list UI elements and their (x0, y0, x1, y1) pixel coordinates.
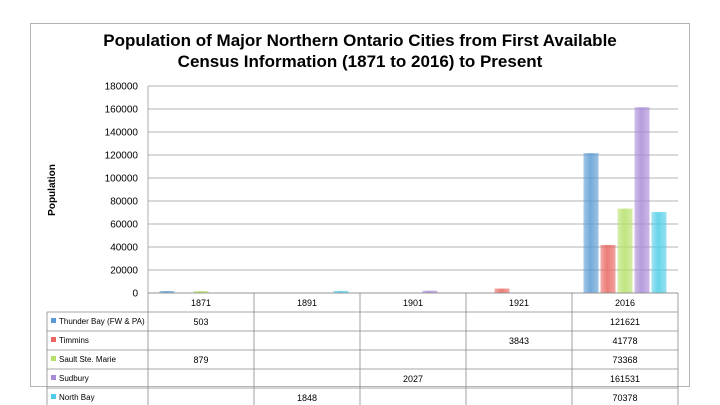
chart-title: Population of Major Northern Ontario Cit… (30, 30, 690, 72)
y-tick-label: 100000 (105, 174, 139, 185)
y-tick-label: 80000 (110, 197, 138, 208)
x-category-label: 1891 (297, 298, 317, 308)
legend-key (51, 394, 56, 399)
legend-entry: Thunder Bay (FW & PA) (59, 317, 145, 326)
y-tick-label: 20000 (110, 266, 138, 277)
y-tick-label: 40000 (110, 243, 138, 254)
legend-entry: Sudbury (59, 374, 89, 383)
y-tick-label: 140000 (105, 128, 139, 139)
bar-north-bay-1891 (333, 290, 349, 293)
x-category-label: 2016 (615, 298, 635, 308)
data-table-cell: 503 (193, 317, 208, 327)
legend-key (51, 318, 56, 323)
bar-timmins-2016 (600, 244, 616, 293)
x-category-label: 1901 (403, 298, 423, 308)
data-table-cell: 70378 (612, 393, 637, 403)
legend-key (51, 356, 56, 361)
bar-thunder-bay-fw-pa--2016 (583, 153, 599, 293)
data-table-cell: 121621 (610, 317, 640, 327)
bar-sault-ste-marie-1871 (193, 291, 209, 293)
x-category-label: 1871 (191, 298, 211, 308)
y-axis: 0 20000 40000 60000 80000 100000 120000 140000 1… (105, 82, 149, 300)
data-table-cell: 41778 (612, 336, 637, 346)
y-tick-label: 120000 (105, 151, 139, 162)
bar-timmins-1921 (494, 288, 510, 293)
legend-key (51, 337, 56, 342)
bar-sudbury-1901 (422, 290, 438, 293)
x-category-label: 1921 (509, 298, 529, 308)
y-tick-label: 180000 (105, 82, 139, 93)
data-table-cell: 2027 (403, 374, 423, 384)
y-tick-label: 0 (132, 289, 138, 300)
chart-title-line-2: Census Information (1871 to 2016) to Pre… (177, 52, 543, 71)
y-tick-label: 60000 (110, 220, 138, 231)
data-table-cell: 3843 (509, 336, 529, 346)
bars (159, 107, 667, 293)
y-axis-label: Population (47, 164, 58, 216)
legend-entry: North Bay (59, 393, 95, 402)
bar-thunder-bay-fw-pa--1871 (159, 291, 175, 293)
data-table-cell: 73368 (612, 355, 637, 365)
bar-north-bay-2016 (651, 212, 667, 293)
legend-entry: Sault Ste. Marie (59, 355, 116, 364)
legend-entry: Timmins (59, 336, 89, 345)
data-table-cell: 879 (193, 355, 208, 365)
bar-sault-ste-marie-2016 (617, 208, 633, 293)
data-table-cell: 161531 (610, 374, 640, 384)
chart-title-line-1: Population of Major Northern Ontario Cit… (103, 31, 617, 50)
legend-key (51, 375, 56, 380)
data-table-cell: 1848 (297, 393, 317, 403)
y-tick-label: 160000 (105, 105, 139, 116)
bar-sudbury-2016 (634, 107, 650, 293)
data-table: 1871 1891 1901 1921 2016 Thunder Bay (FW & PA… (46, 292, 679, 405)
